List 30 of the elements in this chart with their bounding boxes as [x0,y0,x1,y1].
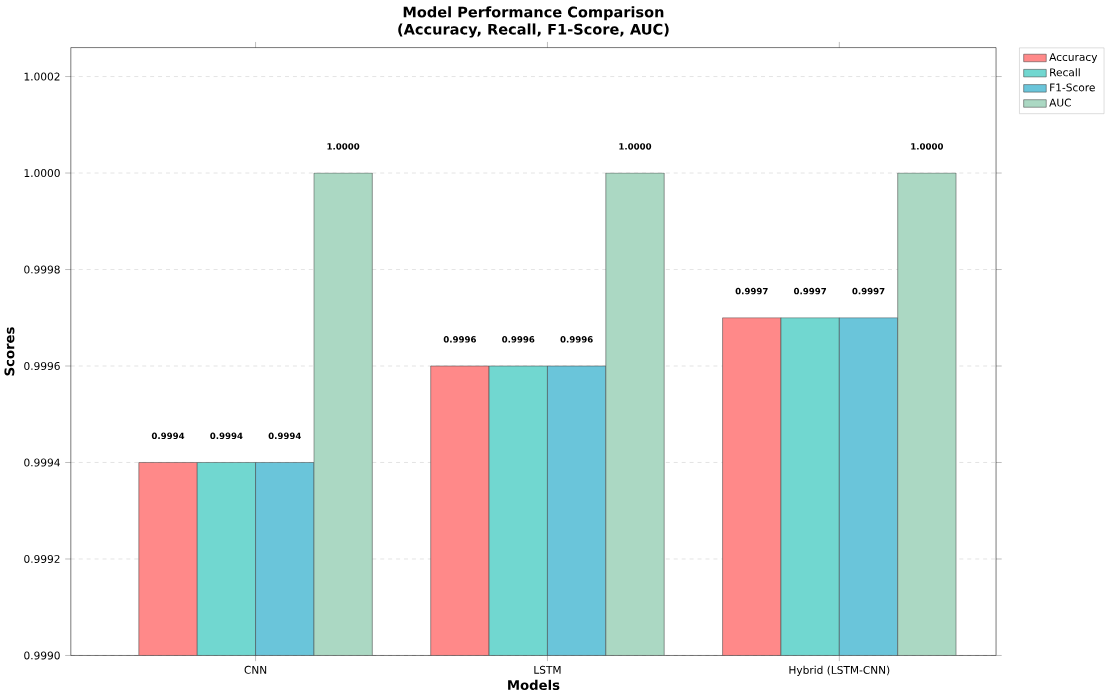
y-tick-label: 1.0002 [24,72,60,81]
x-tick-label: CNN [244,665,267,674]
y-tick-label: 0.9990 [24,651,60,660]
x-axis-title: Models [508,679,560,690]
y-tick-label: 0.9992 [24,554,60,563]
legend-label: AUC [1049,98,1071,107]
y-tick-label: 1.0000 [24,168,60,177]
y-axis-title: Scores [4,327,15,376]
data-label: 1.0000 [911,143,944,150]
data-label: 1.0000 [327,143,360,150]
legend-label: Recall [1050,68,1080,77]
data-label: 0.9994 [151,432,185,440]
data-label: 0.9994 [210,432,243,440]
y-tick-label: 0.9994 [24,458,60,467]
legend-label: Accuracy [1049,53,1098,63]
chart-subtitle: (Accuracy, Recall, F1-Score, AUC) [398,23,669,38]
chart-title: Model Performance Comparison [403,6,664,21]
y-tick-label: 0.9998 [24,265,60,274]
y-tick-label: 0.9996 [24,361,60,370]
x-tick-label: LSTM [534,665,561,674]
data-label: 1.0000 [619,143,652,150]
legend-label: F1-Score [1050,83,1095,92]
data-label: 0.9996 [560,336,593,343]
x-tick-label: Hybrid (LSTM-CNN) [789,665,890,676]
data-label: 0.9994 [268,432,301,440]
data-label: 0.9996 [443,336,477,343]
data-label: 0.9996 [502,336,535,343]
data-label: 0.9997 [735,287,768,295]
data-label: 0.9997 [852,287,885,295]
data-label: 0.9997 [793,287,827,295]
